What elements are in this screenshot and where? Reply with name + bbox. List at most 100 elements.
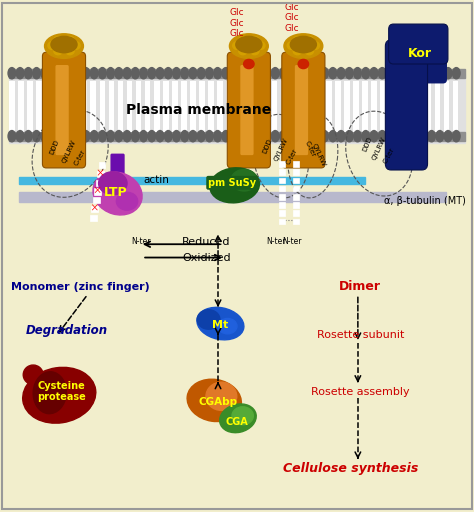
Ellipse shape [346, 68, 353, 79]
Ellipse shape [210, 168, 259, 203]
Ellipse shape [222, 68, 229, 79]
Ellipse shape [8, 131, 16, 142]
Ellipse shape [197, 68, 205, 79]
Ellipse shape [33, 68, 40, 79]
Text: CGAbp: CGAbp [199, 397, 237, 407]
Text: Plasma membrane: Plasma membrane [127, 103, 272, 117]
Ellipse shape [57, 68, 65, 79]
Ellipse shape [99, 68, 106, 79]
Ellipse shape [337, 68, 345, 79]
Bar [96, 180, 102, 186]
Bar [73, 81, 78, 132]
Ellipse shape [255, 131, 263, 142]
Text: pm SuSy: pm SuSy [208, 178, 256, 188]
Text: LTP: LTP [104, 185, 128, 199]
Ellipse shape [293, 36, 301, 44]
Bar [217, 81, 223, 132]
Ellipse shape [49, 131, 57, 142]
Bar [127, 81, 132, 132]
Ellipse shape [16, 68, 24, 79]
Ellipse shape [45, 34, 83, 58]
Ellipse shape [206, 382, 237, 411]
Ellipse shape [115, 68, 123, 79]
Ellipse shape [296, 131, 304, 142]
Ellipse shape [232, 407, 253, 425]
Ellipse shape [387, 131, 394, 142]
Bar [308, 81, 313, 132]
Bar [54, 81, 60, 132]
Ellipse shape [140, 68, 147, 79]
Ellipse shape [41, 68, 48, 79]
Ellipse shape [93, 172, 142, 215]
Ellipse shape [346, 131, 353, 142]
Ellipse shape [272, 68, 279, 79]
Ellipse shape [337, 131, 345, 142]
Ellipse shape [298, 59, 309, 69]
Bar [181, 81, 187, 132]
Ellipse shape [263, 68, 271, 79]
Ellipse shape [230, 68, 238, 79]
Ellipse shape [66, 68, 73, 79]
Ellipse shape [131, 131, 139, 142]
Bar [19, 177, 365, 184]
Ellipse shape [197, 310, 220, 329]
Bar [226, 81, 232, 132]
Ellipse shape [230, 131, 238, 142]
Ellipse shape [57, 131, 65, 142]
Ellipse shape [255, 68, 263, 79]
Ellipse shape [148, 131, 155, 142]
Ellipse shape [354, 68, 361, 79]
Ellipse shape [247, 68, 255, 79]
FancyBboxPatch shape [295, 65, 308, 155]
FancyBboxPatch shape [385, 40, 428, 170]
Text: QYLRW: QYLRW [371, 136, 387, 161]
Ellipse shape [444, 131, 452, 142]
Ellipse shape [428, 131, 436, 142]
Ellipse shape [107, 68, 114, 79]
Ellipse shape [288, 131, 295, 142]
Bar [281, 81, 286, 132]
Text: N-ter: N-ter [282, 237, 301, 246]
Ellipse shape [131, 68, 139, 79]
Bar [145, 81, 151, 132]
Ellipse shape [419, 131, 427, 142]
Ellipse shape [311, 42, 319, 49]
Text: C-ter: C-ter [304, 139, 317, 158]
FancyBboxPatch shape [42, 52, 85, 168]
Ellipse shape [395, 68, 402, 79]
Ellipse shape [250, 47, 259, 55]
Ellipse shape [288, 68, 295, 79]
Bar [9, 132, 465, 141]
Text: QYLRW: QYLRW [273, 137, 289, 162]
Text: QYLRW: QYLRW [61, 139, 77, 163]
Ellipse shape [233, 42, 241, 49]
Ellipse shape [218, 318, 237, 334]
Ellipse shape [236, 36, 262, 53]
Bar [82, 81, 87, 132]
Ellipse shape [287, 42, 296, 49]
Ellipse shape [239, 36, 247, 44]
Ellipse shape [99, 172, 127, 195]
FancyBboxPatch shape [110, 154, 125, 182]
Ellipse shape [370, 68, 378, 79]
Bar [263, 81, 268, 132]
Ellipse shape [436, 131, 444, 142]
Bar [254, 81, 259, 132]
Ellipse shape [156, 68, 164, 79]
Ellipse shape [164, 131, 172, 142]
Ellipse shape [444, 68, 452, 79]
Ellipse shape [244, 59, 254, 69]
Bar [293, 169, 299, 175]
Ellipse shape [61, 391, 91, 415]
Ellipse shape [354, 131, 361, 142]
Ellipse shape [304, 131, 312, 142]
Bar [109, 81, 114, 132]
FancyBboxPatch shape [282, 52, 325, 168]
Bar [317, 81, 322, 132]
Ellipse shape [219, 404, 256, 433]
Text: C-ter: C-ter [382, 146, 395, 164]
Bar [27, 81, 33, 132]
Bar [293, 202, 299, 208]
Ellipse shape [197, 131, 205, 142]
Ellipse shape [238, 68, 246, 79]
